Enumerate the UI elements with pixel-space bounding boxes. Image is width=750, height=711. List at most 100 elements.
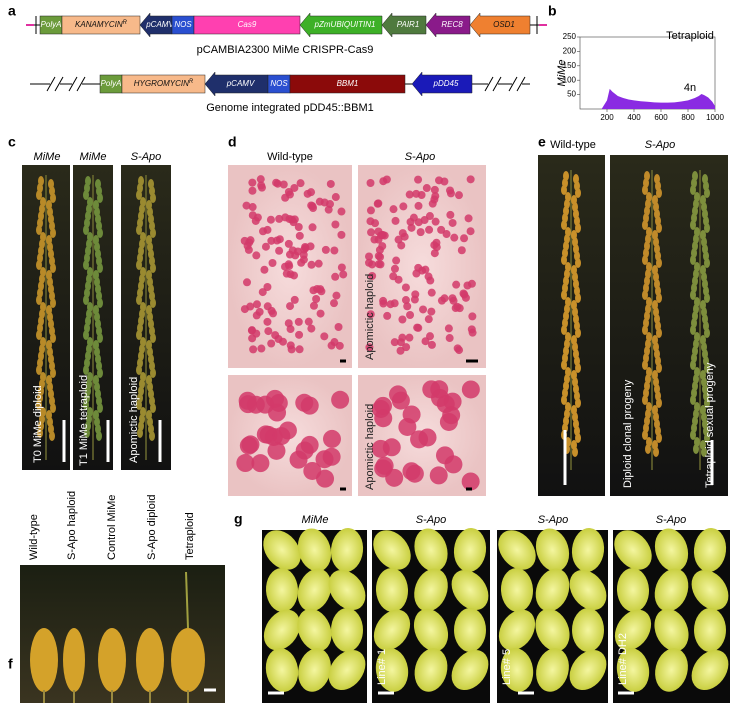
pollen-grain: [287, 345, 296, 354]
photo-label: Apomictic haploid: [364, 274, 376, 360]
pollen-grain: [373, 396, 392, 415]
seed: [263, 530, 301, 570]
seeds: [263, 528, 729, 692]
gene-label: pDD45: [433, 79, 459, 88]
grain: [137, 428, 143, 438]
y-tick-label: 200: [563, 47, 577, 56]
chart-title: Tetraploid: [666, 30, 714, 42]
y-tick-label: 150: [563, 61, 577, 70]
pollen-grain: [331, 390, 350, 409]
gene-name: NOS: [174, 20, 192, 29]
pollen-grain: [378, 230, 387, 239]
pollen-grain: [256, 425, 275, 444]
seed: [535, 528, 570, 572]
pollen-grain: [379, 296, 388, 305]
pollen-grain: [281, 193, 290, 202]
pollen-grain: [398, 315, 407, 324]
grain: [690, 220, 696, 230]
seed: [616, 568, 650, 612]
pollen-grain: [448, 294, 457, 303]
pollen-grain: [267, 441, 286, 460]
pollen-grain: [264, 327, 273, 336]
column-header: S-Apo diploid: [146, 495, 158, 560]
gene-name: NOS: [270, 79, 288, 88]
pollen-grain: [390, 299, 399, 308]
seed: [498, 609, 536, 651]
grain: [656, 363, 662, 373]
pollen-grain: [448, 218, 457, 227]
seed: [375, 648, 409, 692]
pollen-grain: [281, 213, 290, 222]
seed: [569, 649, 607, 691]
grain: [136, 330, 142, 340]
pollen-grain: [290, 183, 299, 192]
pollen-grain: [257, 181, 266, 190]
grain: [36, 225, 42, 235]
pollen-grain: [301, 243, 310, 252]
pollen-grain: [330, 246, 339, 255]
pollen-grain: [299, 255, 308, 264]
pollen-grain: [337, 263, 346, 272]
seed: [297, 568, 332, 612]
grain: [83, 260, 89, 270]
break: [76, 76, 86, 92]
pollen-grain: [260, 265, 269, 274]
gene-label: BBM1: [337, 79, 359, 88]
seed: [500, 648, 534, 692]
x-tick-label: 400: [627, 113, 641, 122]
panel-letter: d: [228, 134, 237, 150]
gene-name: PolyA: [41, 20, 62, 29]
grain: [704, 223, 710, 233]
pollen-grain: [312, 295, 321, 304]
grain: [656, 258, 662, 268]
pollen-grain: [257, 344, 266, 353]
gene-label: PAIR1: [397, 20, 420, 29]
pollen-grain: [464, 214, 473, 223]
pollen-grain: [295, 330, 304, 339]
seed: [373, 609, 411, 651]
grain: [83, 400, 89, 410]
pollen-grain: [414, 175, 423, 184]
x-tick-label: 200: [600, 113, 614, 122]
gene-box: [289, 74, 406, 94]
pollen-grain: [332, 291, 341, 300]
pollen-grain: [265, 389, 284, 408]
gene-arrow: [469, 12, 531, 38]
pollen-grain: [289, 218, 298, 227]
pollen-grain: [468, 328, 477, 337]
seed: [691, 649, 729, 691]
grain: [653, 447, 659, 457]
pollen-grain: [307, 260, 316, 269]
superscript: R: [189, 79, 194, 85]
pollen-grain: [259, 227, 268, 236]
caption: pCAMBIA2300 MiMe CRISPR-Cas9: [197, 44, 374, 56]
histogram-area: [601, 88, 715, 109]
seed: [454, 608, 486, 652]
pollen-grain: [322, 429, 341, 448]
gene-name: KANAMYCIN: [75, 20, 123, 29]
grain: [575, 188, 581, 198]
photo-label: Line# 5: [501, 649, 513, 685]
column-header: S-Apo haploid: [66, 491, 78, 560]
pollen-grain: [390, 264, 399, 273]
grain: [36, 260, 42, 270]
gene-label: Cas9: [238, 20, 257, 29]
pollen-grain: [398, 333, 407, 342]
photo-label: T1 MiMe tetraploid: [78, 375, 90, 466]
grain: [149, 431, 155, 441]
grain: [83, 365, 89, 375]
pollen-grain: [238, 391, 257, 410]
gene-name: BBM1: [337, 79, 359, 88]
break-gap: [50, 78, 60, 90]
grain: [701, 447, 707, 457]
grain: [690, 360, 696, 370]
pollen-grain: [321, 245, 330, 254]
grain: [50, 193, 56, 203]
grain: [36, 190, 42, 200]
grain: [50, 298, 56, 308]
seed: [693, 528, 727, 572]
pollen-grain: [371, 219, 380, 228]
grain: [572, 447, 578, 457]
break-gap: [488, 78, 498, 90]
pollen-grain: [295, 393, 314, 412]
